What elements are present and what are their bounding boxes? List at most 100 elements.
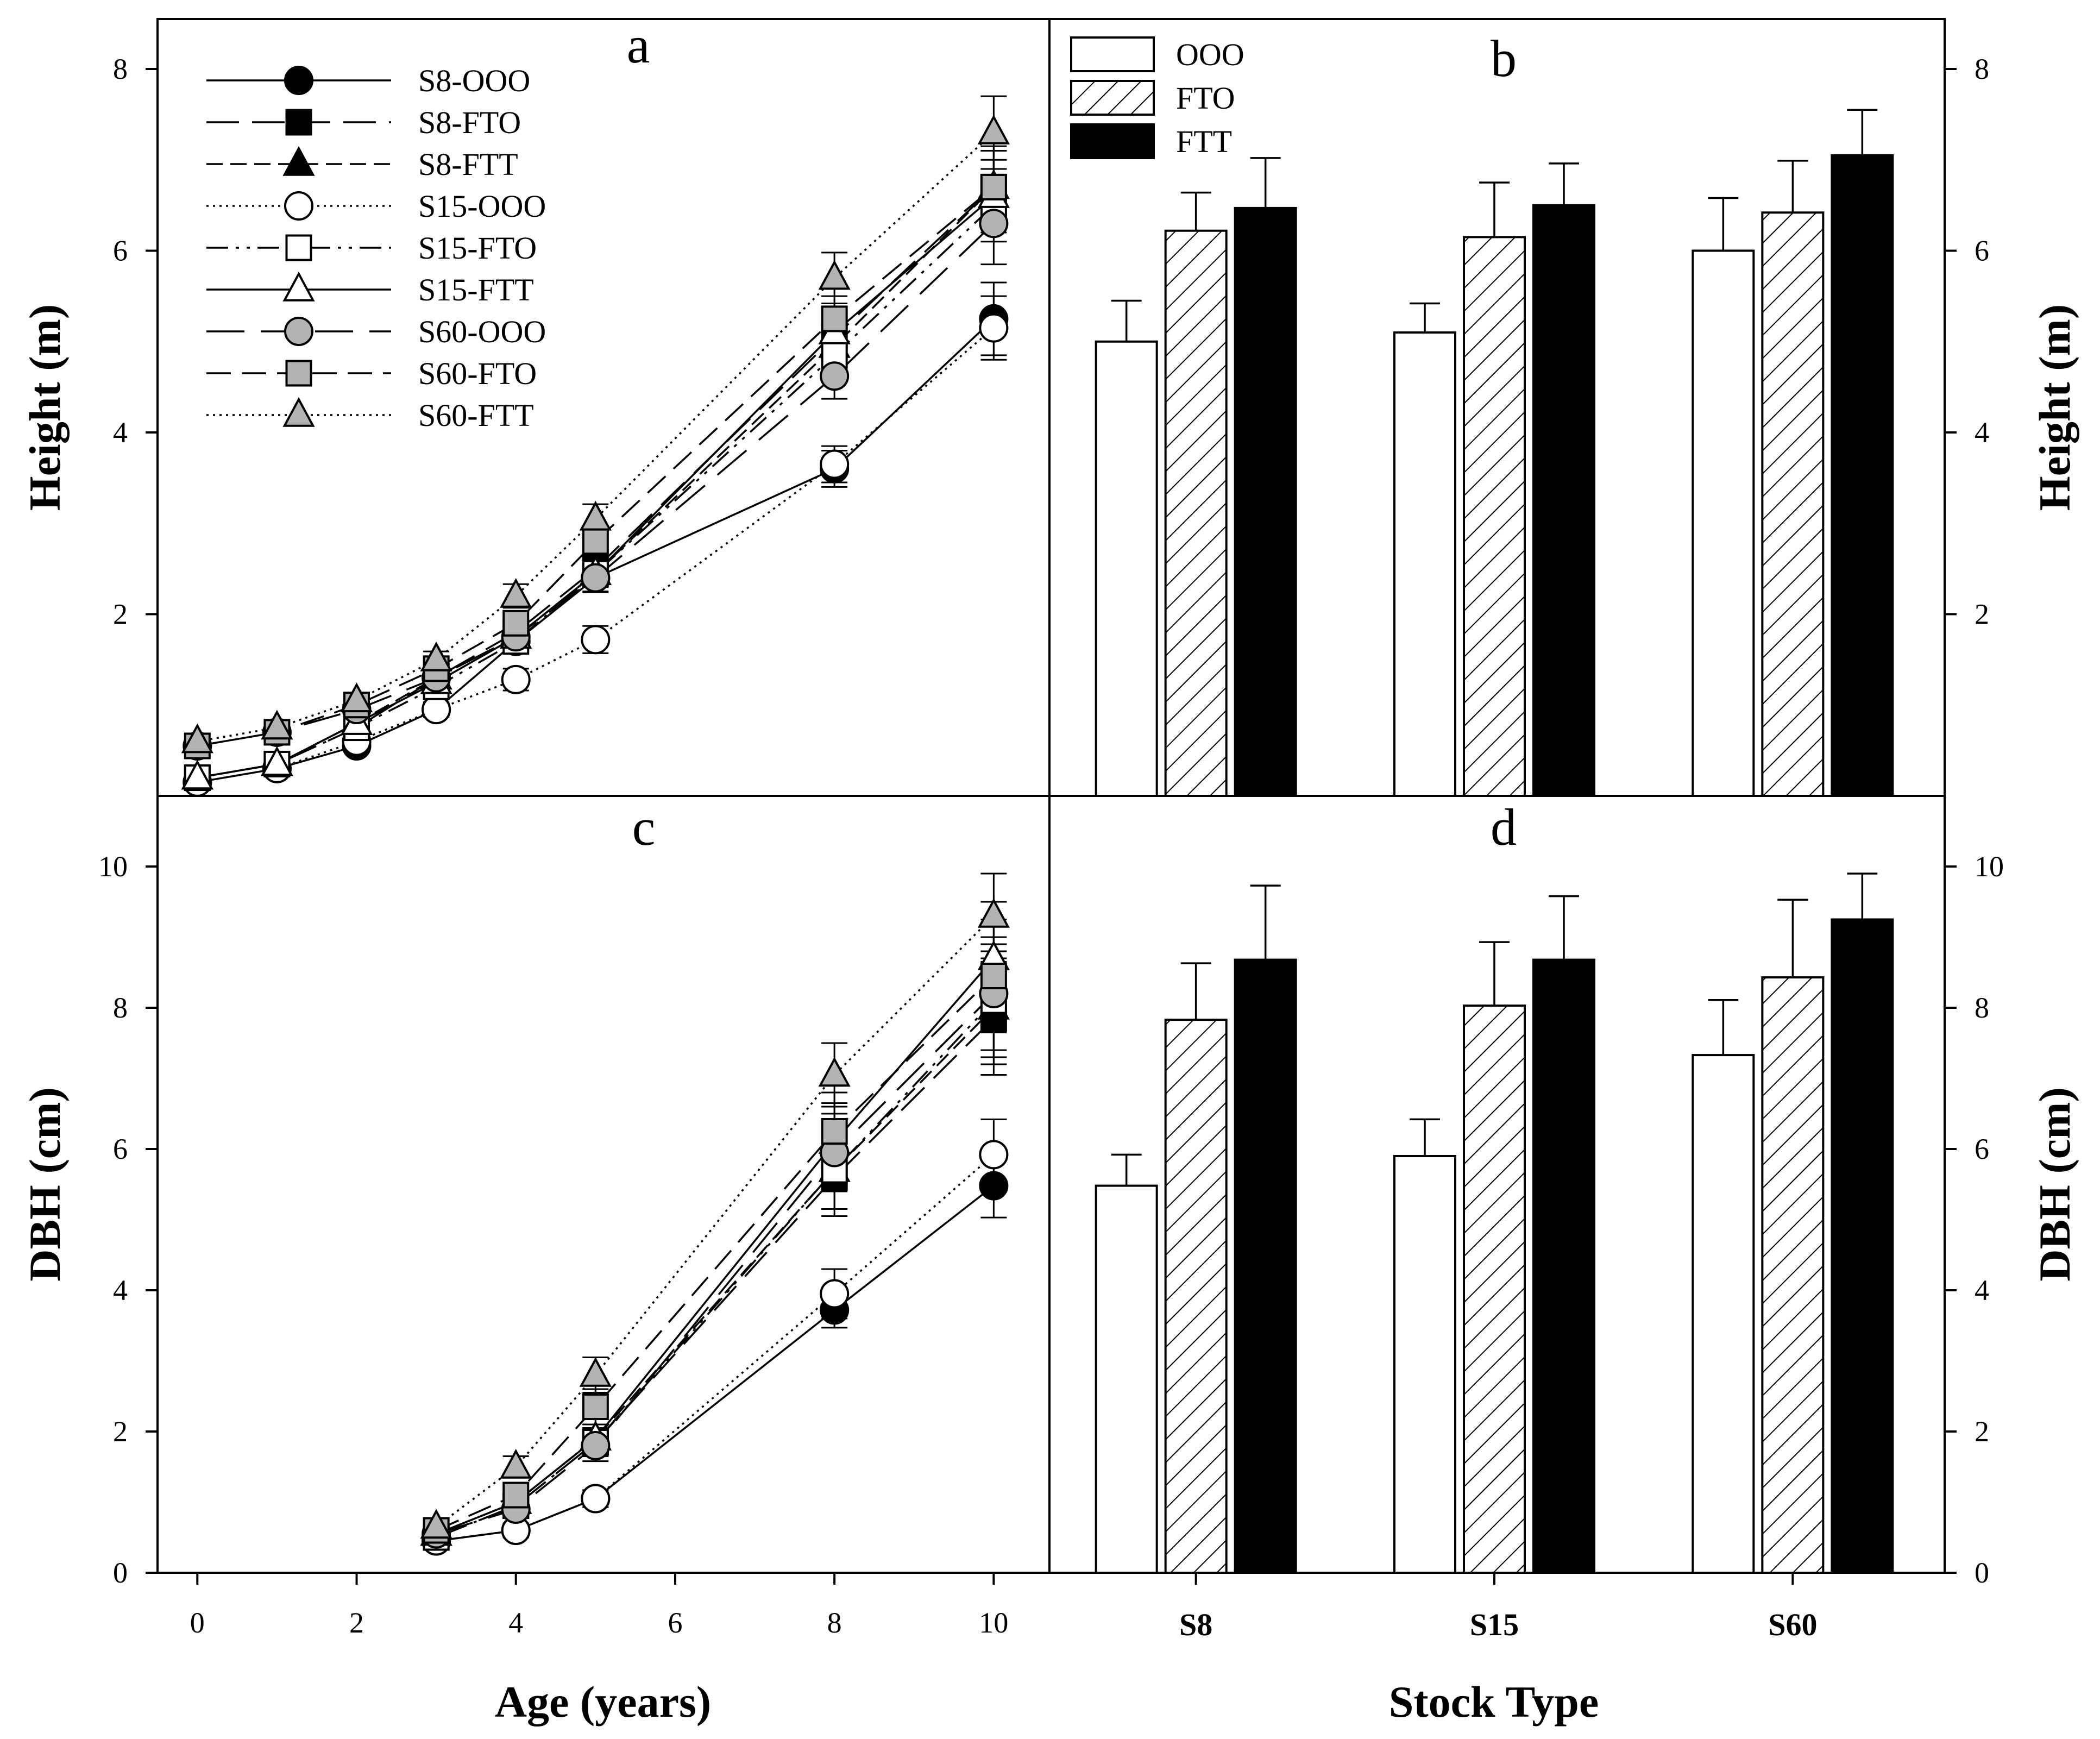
y-tick-label-d-0: 0 xyxy=(1975,1556,1989,1589)
bar-b-S8-OOO xyxy=(1095,340,1158,797)
data-point-a-S15-OOO-6 xyxy=(820,449,850,479)
legend-label-FTT: FTT xyxy=(1176,124,1232,159)
series-line-c-S15-OOO xyxy=(436,1154,995,1542)
data-point-a-S60-FTO-4 xyxy=(502,610,530,637)
y-tick-label-b-3: 8 xyxy=(1975,53,1989,85)
legend-swatch-FTO xyxy=(1070,80,1155,116)
data-point-a-S60-FTT-4 xyxy=(500,577,532,608)
panel-c-plot: 0 2 4 6 8 10 0 2 4 6 8 10 xyxy=(98,850,1010,1639)
data-point-a-S15-OOO-4 xyxy=(501,664,531,694)
y-tick-label-d-4: 8 xyxy=(1975,991,1989,1024)
bar-b-S15-OOO xyxy=(1393,331,1456,797)
x-tick-label-c-1: 2 xyxy=(349,1606,364,1639)
y-tick-label-a-3: 8 xyxy=(113,53,128,85)
bar-d-S60-FTT xyxy=(1831,918,1894,1574)
y-tick-label-c-0: 0 xyxy=(113,1556,128,1589)
series-line-c-S60-FTO xyxy=(436,975,995,1531)
legend-marker-S8-FTT xyxy=(282,146,315,176)
bar-b-S15-FTT xyxy=(1532,204,1595,798)
data-point-a-S60-FTT-3 xyxy=(420,642,452,671)
data-point-a-S15-OOO-5 xyxy=(581,625,611,655)
data-point-c-S8-OOO-4 xyxy=(979,1171,1009,1201)
data-point-a-S60-FTT-5 xyxy=(579,500,612,531)
legend-swatch-OOO xyxy=(1070,36,1155,72)
bar-d-S60-FTO xyxy=(1761,976,1825,1574)
data-point-c-S60-FTT-3 xyxy=(818,1057,851,1087)
data-point-c-S60-OOO-2 xyxy=(581,1431,611,1460)
data-point-a-S60-FTT-0 xyxy=(181,723,213,754)
legend-swatch-FTT xyxy=(1070,123,1155,159)
legend-label-S60-FTT: S60-FTT xyxy=(418,398,534,433)
y-tick-label-d-3: 6 xyxy=(1975,1133,1989,1165)
y-tick-label-c-1: 2 xyxy=(113,1415,128,1448)
legend-marker-S60-OOO xyxy=(284,317,313,346)
data-point-c-S60-FTT-0 xyxy=(420,1509,452,1539)
series-line-c-S8-FTT xyxy=(436,1007,995,1535)
y-tick-label-d-2: 4 xyxy=(1975,1274,1989,1307)
data-point-c-S60-FTO-2 xyxy=(582,1393,609,1420)
y-tick-label-c-2: 4 xyxy=(113,1274,128,1307)
panel-a-plot: 2 4 6 8 xyxy=(113,53,1010,797)
y-tick-label-d-5: 10 xyxy=(1975,850,2004,883)
bar-b-S15-FTO xyxy=(1463,236,1526,797)
series-line-a-S8-FTO xyxy=(197,186,995,779)
data-point-c-S60-FTO-3 xyxy=(821,1118,848,1145)
legend-panel-a: S8-OOO S8-FTO S8-FTT S15-OOO S15-FTO S15-FTT S… xyxy=(206,63,546,433)
x-tick-label-c-5: 10 xyxy=(979,1606,1008,1639)
category-label-d-S8: S8 xyxy=(1179,1607,1212,1642)
panel-b-plot: 2 4 6 8 xyxy=(1095,53,1989,798)
data-point-c-S60-FTT-2 xyxy=(579,1357,612,1387)
data-point-a-S15-FTT-1 xyxy=(261,746,293,776)
y-axis-label-c: DBH (cm) xyxy=(20,1087,70,1282)
data-point-a-S60-FTT-2 xyxy=(340,682,373,713)
bar-d-S15-FTO xyxy=(1463,1005,1526,1574)
data-point-c-S60-FTT-4 xyxy=(977,897,1010,928)
legend-marker-S15-OOO xyxy=(284,191,313,221)
legend-marker-S15-FTT xyxy=(282,271,315,302)
legend-label-S60-OOO: S60-OOO xyxy=(418,314,546,349)
x-axis-label-age: Age (years) xyxy=(495,1677,711,1727)
data-point-a-S15-FTT-0 xyxy=(181,759,213,790)
data-point-a-S60-FTO-5 xyxy=(582,528,609,555)
legend-label-FTO: FTO xyxy=(1176,80,1235,116)
data-point-c-S15-OOO-2 xyxy=(581,1484,611,1514)
legend-label-S60-FTO: S60-FTO xyxy=(418,356,537,391)
x-tick-label-c-4: 8 xyxy=(827,1606,842,1639)
legend-marker-S8-OOO xyxy=(284,66,313,95)
data-point-a-S60-FTO-7 xyxy=(980,173,1007,200)
y-tick-label-d-1: 2 xyxy=(1975,1415,1989,1448)
series-line-a-S60-OOO xyxy=(197,223,995,747)
legend-marker-S8-FTO xyxy=(285,109,312,136)
legend-label-S15-FTT: S15-FTT xyxy=(418,272,534,307)
legend-label-S8-OOO: S8-OOO xyxy=(418,63,530,98)
series-line-a-S60-FTT xyxy=(197,131,995,743)
y-tick-label-c-4: 8 xyxy=(113,991,128,1024)
bar-d-S15-FTT xyxy=(1532,958,1595,1574)
data-point-a-S60-FTT-7 xyxy=(977,114,1010,145)
data-point-a-S60-FTO-6 xyxy=(821,305,848,332)
y-axis-label-b: Height (m) xyxy=(2030,304,2079,511)
series-line-a-S15-FTO xyxy=(197,204,995,779)
x-tick-label-c-2: 4 xyxy=(508,1606,523,1639)
legend-label-OOO: OOO xyxy=(1176,37,1244,72)
data-point-a-S60-FTT-1 xyxy=(261,710,293,740)
series-line-c-S15-FTO xyxy=(436,1000,995,1539)
bar-d-S15-OOO xyxy=(1393,1155,1456,1574)
y-tick-label-b-2: 6 xyxy=(1975,234,1989,267)
data-point-c-S60-FTO-1 xyxy=(502,1481,530,1509)
series-line-a-S8-FTT xyxy=(197,186,995,779)
series-line-c-S60-OOO xyxy=(436,993,995,1535)
category-label-d-S15: S15 xyxy=(1470,1607,1519,1642)
legend-marker-S15-FTO xyxy=(285,234,312,261)
data-point-a-S60-OOO-5 xyxy=(581,563,611,593)
bar-d-S8-FTO xyxy=(1164,1019,1228,1574)
data-point-c-S15-OOO-4 xyxy=(979,1140,1009,1170)
x-tick-label-c-0: 0 xyxy=(190,1606,205,1639)
y-tick-label-b-0: 2 xyxy=(1975,598,1989,630)
y-tick-label-b-1: 4 xyxy=(1975,416,1989,449)
data-point-a-S60-FTT-6 xyxy=(818,260,851,290)
bar-b-S60-OOO xyxy=(1692,249,1755,798)
panel-d-plot: 0 2 4 6 8 10 S8 S15 S60 xyxy=(1095,850,2004,1642)
data-point-a-S60-OOO-6 xyxy=(820,361,850,391)
